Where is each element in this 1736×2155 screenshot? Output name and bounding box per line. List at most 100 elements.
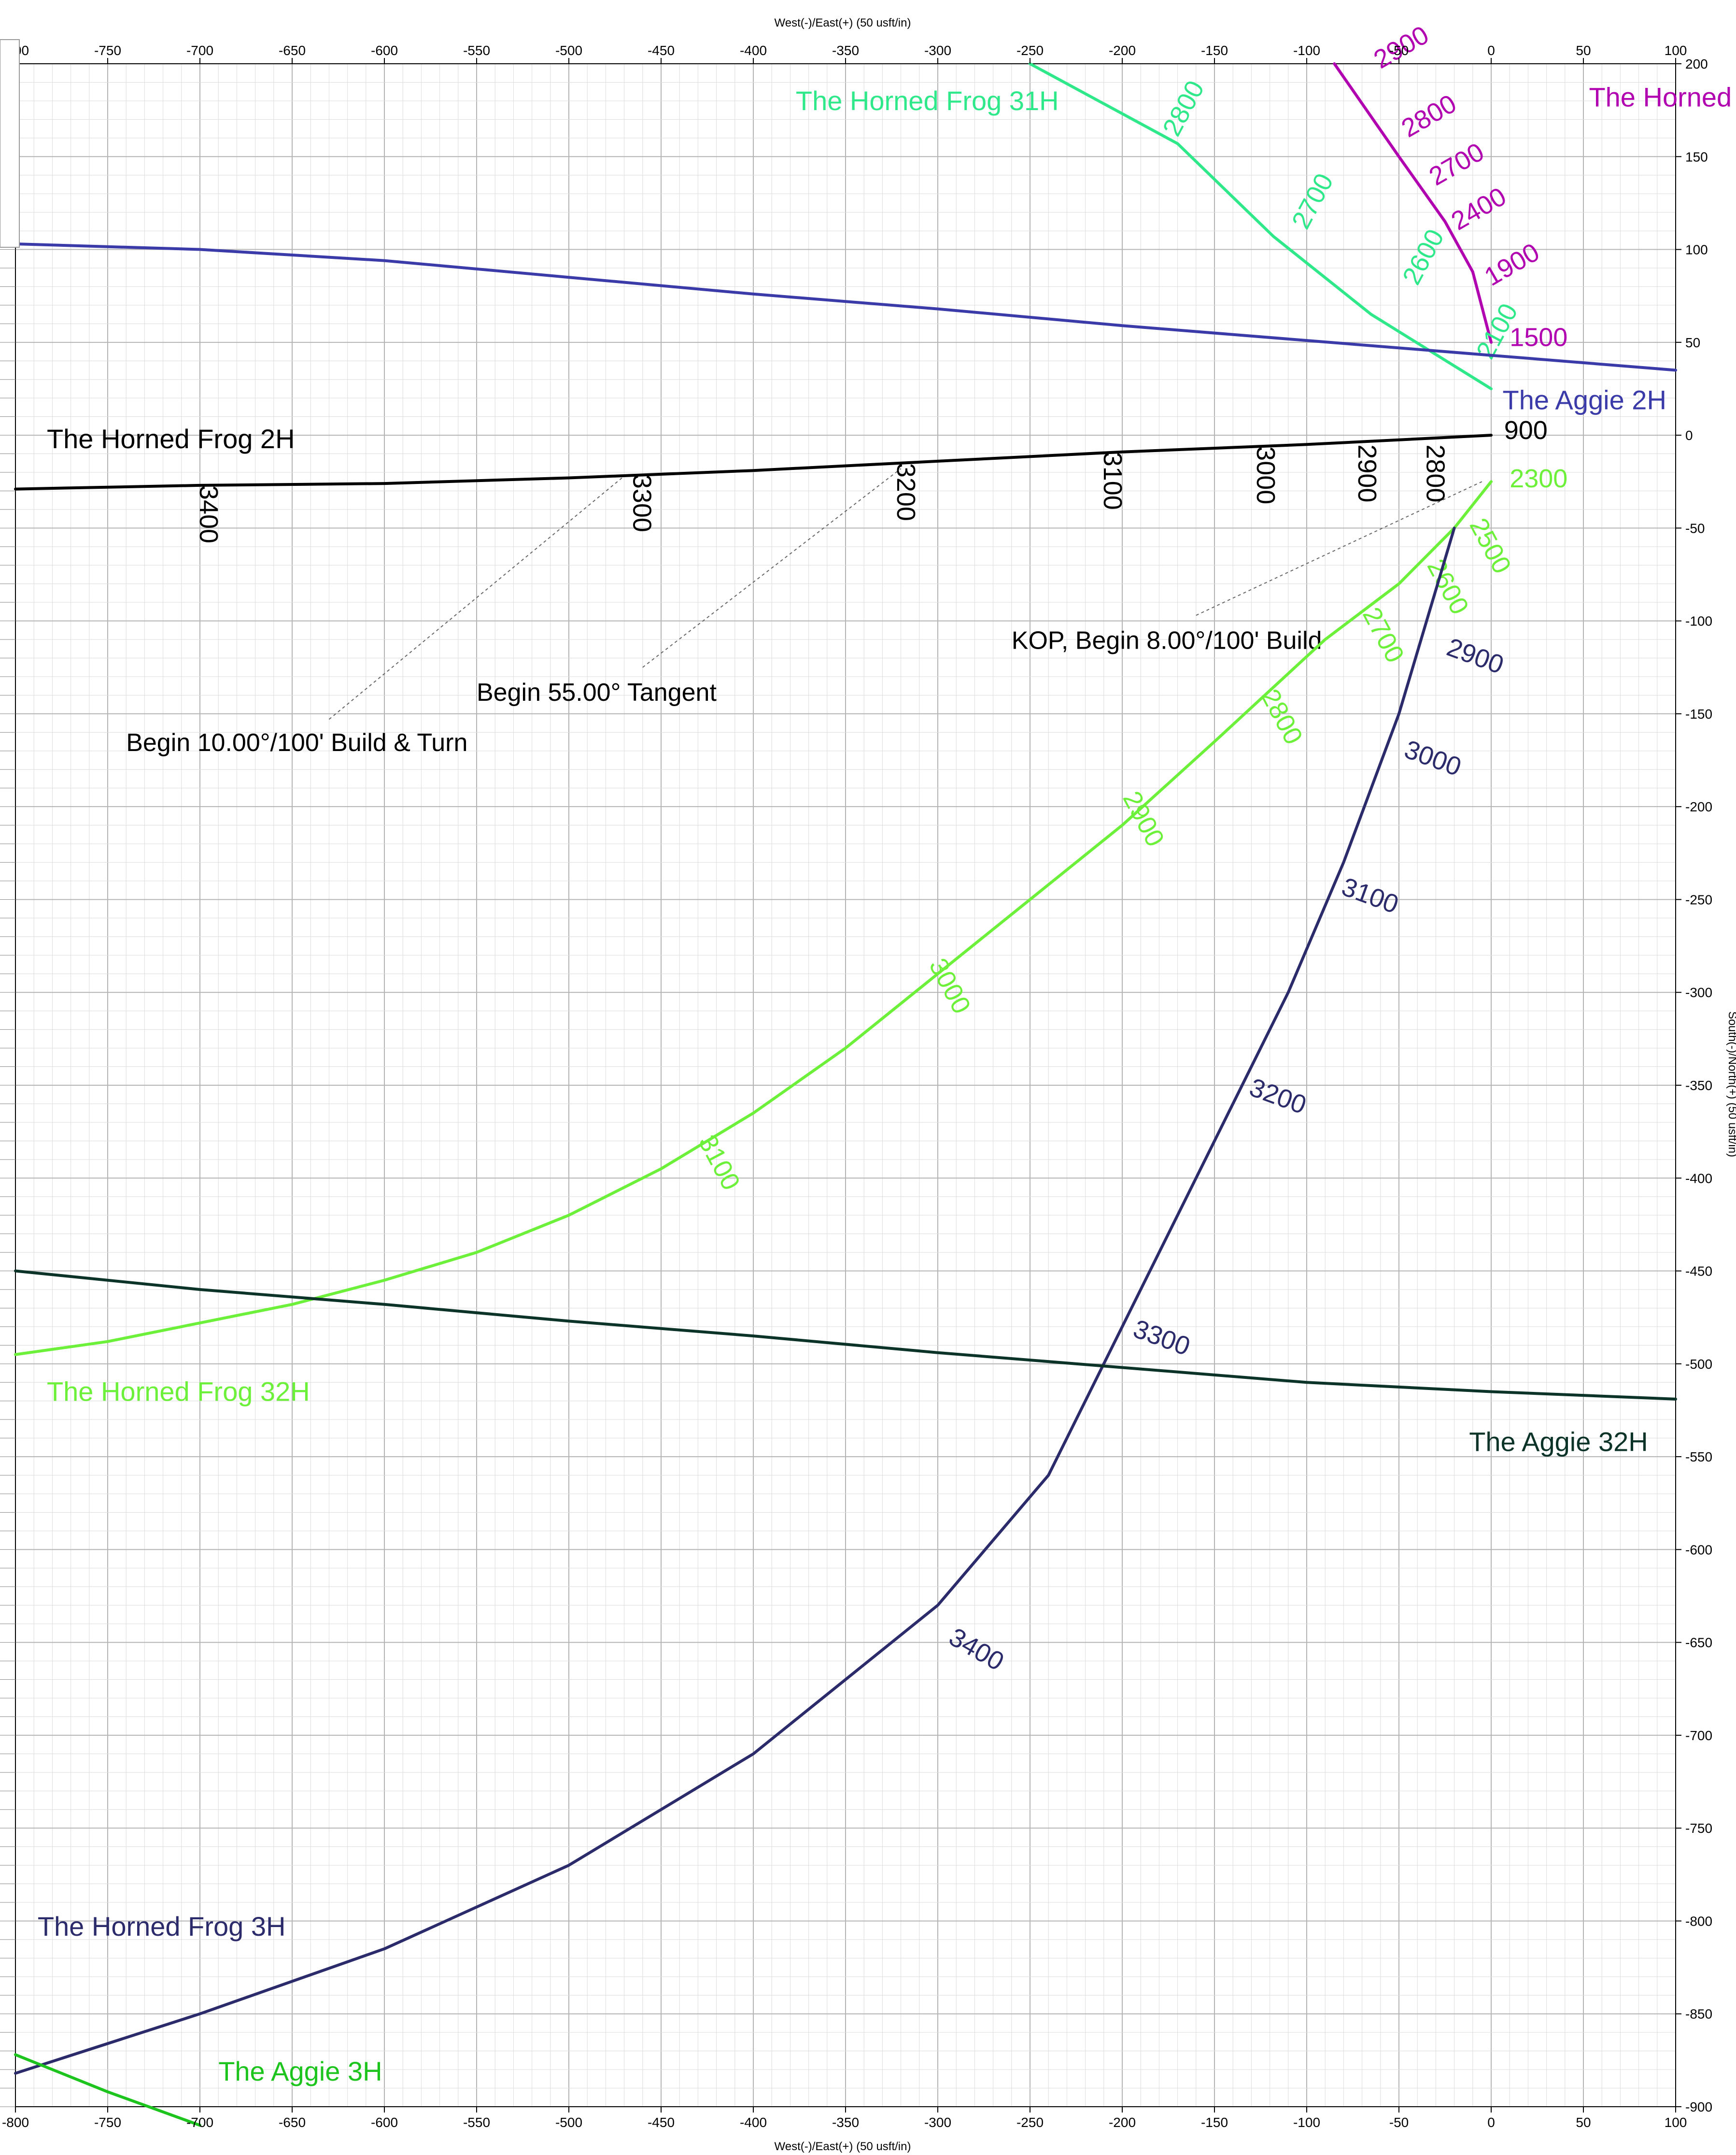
x-tick-label-top: -700 bbox=[186, 43, 213, 58]
annotation-label: Begin 10.00°/100' Build & Turn bbox=[126, 729, 467, 757]
annotation-leader-line bbox=[328, 475, 625, 720]
x-tick-label-bottom: -550 bbox=[463, 2115, 490, 2130]
x-tick-label-bottom: -250 bbox=[1016, 2115, 1044, 2130]
x-tick-label-bottom: -700 bbox=[186, 2115, 213, 2130]
y-tick-label: -900 bbox=[1685, 2099, 1712, 2114]
y-tick-label: -200 bbox=[1685, 799, 1712, 814]
series-name-label: The Horned Frog 2H bbox=[47, 424, 295, 454]
x-tick-label-top: -450 bbox=[648, 43, 675, 58]
x-tick-label-top: 100 bbox=[1665, 43, 1687, 58]
x-tick-label-top: 50 bbox=[1576, 43, 1591, 58]
x-tick-label-bottom: -100 bbox=[1293, 2115, 1320, 2130]
x-tick-label-bottom: -500 bbox=[555, 2115, 582, 2130]
y-tick-label: 50 bbox=[1685, 335, 1700, 350]
y-tick-label: -500 bbox=[1685, 1357, 1712, 1372]
x-tick-label-bottom: -400 bbox=[740, 2115, 767, 2130]
x-tick-label-top: -100 bbox=[1293, 43, 1320, 58]
x-tick-label-bottom: -200 bbox=[1109, 2115, 1136, 2130]
x-tick-label-top: -750 bbox=[94, 43, 121, 58]
series-line bbox=[1333, 62, 1493, 344]
y-tick-label: -100 bbox=[1685, 614, 1712, 629]
y-tick-label: -300 bbox=[1685, 985, 1712, 1000]
series-line bbox=[14, 434, 1493, 491]
md-label: 3100 bbox=[1098, 452, 1127, 510]
md-label: 2900 bbox=[1353, 444, 1382, 502]
x-tick-label-top: -650 bbox=[279, 43, 306, 58]
y-tick-label: -400 bbox=[1685, 1171, 1712, 1186]
y-tick-label: -850 bbox=[1685, 2007, 1712, 2022]
md-label: 3400 bbox=[194, 485, 223, 543]
x-tick-label-top: -350 bbox=[832, 43, 859, 58]
series-line bbox=[14, 1269, 1677, 1401]
x-tick-label-top: -600 bbox=[371, 43, 398, 58]
y-tick-label: -250 bbox=[1685, 892, 1712, 907]
x-tick-label-bottom: -650 bbox=[279, 2115, 306, 2130]
y-tick-label: 150 bbox=[1685, 149, 1708, 164]
y-tick-label: -800 bbox=[1685, 1914, 1712, 1928]
series-name-label: The Horned Frog 1H bbox=[1589, 82, 1736, 112]
md-label: 2800 bbox=[1421, 444, 1450, 502]
y-tick-label: 200 bbox=[1685, 57, 1708, 71]
y-tick-label: -50 bbox=[1685, 521, 1705, 536]
md-label: 900 bbox=[1504, 416, 1548, 445]
md-label: 1500 bbox=[1510, 323, 1567, 352]
y-tick-label: -600 bbox=[1685, 1542, 1712, 1557]
series-line bbox=[14, 480, 1493, 1356]
y-tick-label: 100 bbox=[1685, 242, 1708, 257]
md-label: 2300 bbox=[1510, 464, 1567, 493]
x-tick-label-bottom: -150 bbox=[1201, 2115, 1228, 2130]
series-name-label: The Aggie 3H bbox=[218, 2056, 382, 2086]
series-name-label: The Horned Frog 31H bbox=[796, 85, 1059, 116]
x-tick-label-top: 0 bbox=[1487, 43, 1495, 58]
x-tick-label-top: -300 bbox=[924, 43, 951, 58]
y-tick-label: -750 bbox=[1685, 1821, 1712, 1836]
series-name-label: The Aggie 32H bbox=[1469, 1427, 1648, 1457]
x-tick-label-top: -50 bbox=[1389, 43, 1409, 58]
series-name-label: The Horned Frog 32H bbox=[47, 1376, 310, 1407]
series-line bbox=[14, 2053, 201, 2127]
annotation-label: KOP, Begin 8.00°/100' Build bbox=[1012, 626, 1322, 654]
tick-labels: -800 -800 -750 -750 -700 -700 -650 -650 -600 -600… bbox=[2, 43, 1712, 2130]
y-tick-label: -700 bbox=[1685, 1728, 1712, 1743]
legend-box bbox=[0, 39, 20, 248]
x-axis-label-bottom: West(-)/East(+) (50 usft/in) bbox=[775, 2140, 911, 2153]
x-tick-label-top: -250 bbox=[1016, 43, 1044, 58]
annotation-leader-line bbox=[642, 468, 902, 668]
annotation-leader-line bbox=[1196, 481, 1482, 616]
x-tick-label-bottom: -800 bbox=[2, 2115, 29, 2130]
series-name-label: The Horned Frog 3H bbox=[38, 1911, 286, 1942]
y-axis-label: South(-)/North(+) (50 usft/in) bbox=[1726, 1011, 1736, 1157]
series-line bbox=[14, 526, 1456, 2075]
x-tick-label-bottom: -600 bbox=[371, 2115, 398, 2130]
x-tick-label-bottom: 50 bbox=[1576, 2115, 1591, 2130]
x-axis-label-top: West(-)/East(+) (50 usft/in) bbox=[775, 16, 911, 29]
x-tick-label-top: -400 bbox=[740, 43, 767, 58]
x-tick-label-bottom: -300 bbox=[924, 2115, 951, 2130]
y-tick-label: -450 bbox=[1685, 1264, 1712, 1279]
legend-box-frame bbox=[0, 39, 20, 248]
y-tick-label: -650 bbox=[1685, 1635, 1712, 1650]
y-tick-label: 0 bbox=[1685, 428, 1693, 443]
y-tick-label: -150 bbox=[1685, 707, 1712, 722]
md-label: 3200 bbox=[891, 463, 920, 521]
y-tick-label: -350 bbox=[1685, 1078, 1712, 1093]
md-label: 3300 bbox=[628, 474, 657, 532]
x-tick-label-bottom: 100 bbox=[1665, 2115, 1687, 2130]
x-tick-label-top: -550 bbox=[463, 43, 490, 58]
x-tick-label-top: -500 bbox=[555, 43, 582, 58]
md-label: 3000 bbox=[1251, 446, 1280, 504]
annotations: KOP, Begin 8.00°/100' Build Begin 55.00° … bbox=[126, 468, 1482, 757]
x-tick-label-bottom: -50 bbox=[1389, 2115, 1409, 2130]
annotation-label: Begin 55.00° Tangent bbox=[477, 679, 717, 707]
series-line bbox=[14, 242, 1677, 372]
x-tick-label-bottom: -750 bbox=[94, 2115, 121, 2130]
x-tick-label-bottom: -350 bbox=[832, 2115, 859, 2130]
x-tick-label-bottom: -450 bbox=[648, 2115, 675, 2130]
x-tick-label-bottom: 0 bbox=[1487, 2115, 1495, 2130]
x-tick-label-top: -150 bbox=[1201, 43, 1228, 58]
y-tick-label: -550 bbox=[1685, 1449, 1712, 1464]
series-name-label: The Aggie 2H bbox=[1503, 384, 1666, 415]
series-line bbox=[1029, 62, 1493, 390]
